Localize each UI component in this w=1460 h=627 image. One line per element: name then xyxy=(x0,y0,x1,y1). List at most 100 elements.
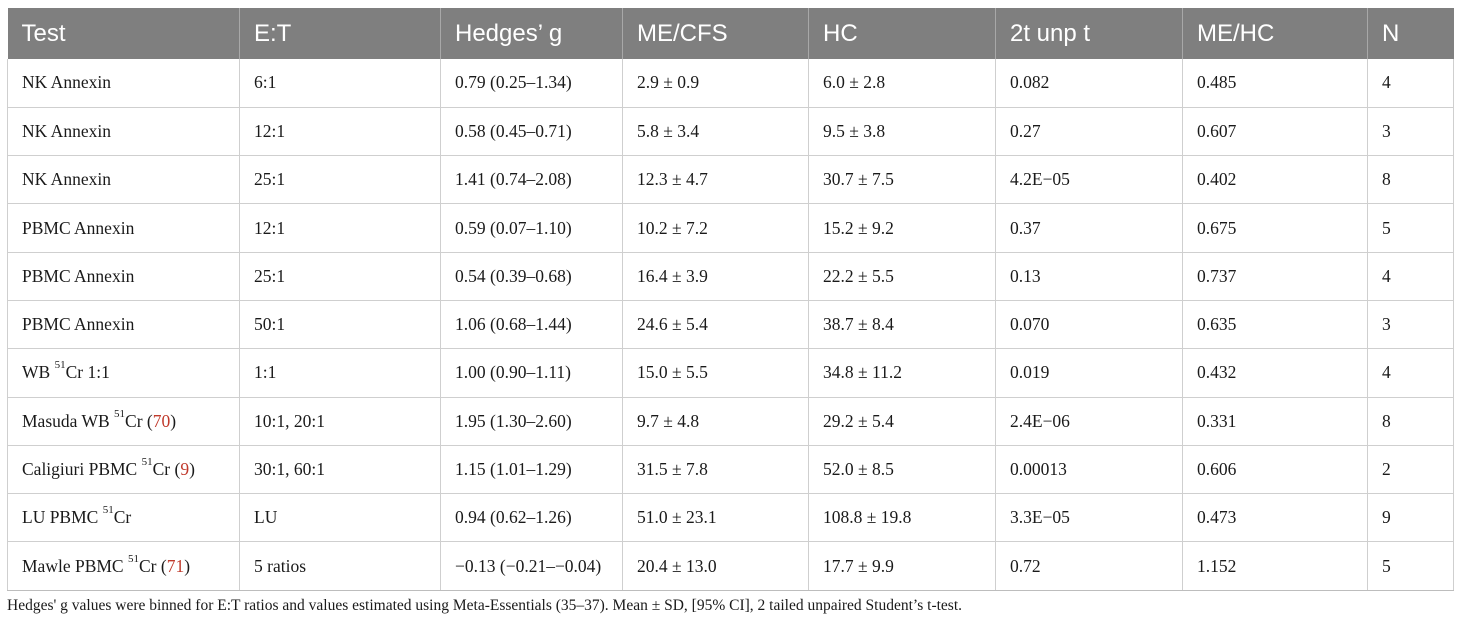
cell-ttest: 0.019 xyxy=(995,348,1183,398)
cell-me-hc: 0.473 xyxy=(1182,493,1368,543)
test-name-suffix: Cr xyxy=(113,507,132,528)
cell-n: 8 xyxy=(1367,155,1454,205)
isotope-superscript: 51 xyxy=(141,456,153,469)
cell-me-hc: 0.635 xyxy=(1182,300,1368,350)
test-name-close: ) xyxy=(170,410,177,431)
cell-ttest: 3.3E−05 xyxy=(995,493,1183,543)
cell-ttest: 0.070 xyxy=(995,300,1183,350)
cell-me-hc: 0.675 xyxy=(1182,203,1368,253)
cell-mecfs: 5.8 ± 3.4 xyxy=(622,107,809,157)
cell-n: 3 xyxy=(1367,300,1454,350)
reference-link[interactable]: 70 xyxy=(152,410,171,431)
cell-n: 5 xyxy=(1367,203,1454,253)
test-name-prefix: NK Annexin xyxy=(22,72,111,93)
header-et: E:T xyxy=(239,8,441,59)
cell-et: 25:1 xyxy=(239,252,441,301)
cell-me-hc: 0.607 xyxy=(1182,107,1368,157)
cell-hedges-g: 1.41 (0.74–2.08) xyxy=(440,155,623,205)
header-me-hc: ME/HC xyxy=(1182,8,1368,59)
test-name-suffix: Cr 1:1 xyxy=(65,362,110,383)
header-test: Test xyxy=(7,8,240,59)
cell-ttest: 0.00013 xyxy=(995,445,1183,495)
table-row: WB 51Cr 1:1 1:1 1.00 (0.90–1.11) 15.0 ± 5.5… xyxy=(7,348,1454,398)
cell-test: NK Annexin xyxy=(7,155,240,205)
cell-hc: 9.5 ± 3.8 xyxy=(808,107,996,157)
table-row: NK Annexin 25:1 1.41 (0.74–2.08) 12.3 ± 4.7… xyxy=(7,155,1454,205)
table-row: Mawle PBMC 51Cr (71) 5 ratios −0.13 (−0.21… xyxy=(7,541,1454,591)
cell-test: PBMC Annexin xyxy=(7,252,240,301)
cell-ttest: 0.082 xyxy=(995,59,1183,108)
cell-mecfs: 24.6 ± 5.4 xyxy=(622,300,809,350)
cell-hc: 17.7 ± 9.9 xyxy=(808,541,996,591)
header-ttest: 2t unp t xyxy=(995,8,1183,59)
cell-et: 5 ratios xyxy=(239,541,441,591)
cell-me-hc: 0.402 xyxy=(1182,155,1368,205)
test-name-prefix: Mawle PBMC xyxy=(22,555,128,576)
test-name-close: ) xyxy=(189,459,195,480)
cell-n: 5 xyxy=(1367,541,1454,591)
cell-test: WB 51Cr 1:1 xyxy=(7,348,240,398)
table-row: LU PBMC 51Cr LU 0.94 (0.62–1.26) 51.0 ± 23.… xyxy=(7,493,1454,543)
cell-test: NK Annexin xyxy=(7,59,240,108)
table-row: NK Annexin 12:1 0.58 (0.45–0.71) 5.8 ± 3.4 9… xyxy=(7,107,1454,157)
table-row: PBMC Annexin 50:1 1.06 (0.68–1.44) 24.6 ± 5… xyxy=(7,300,1454,350)
results-table-container: Test E:T Hedges’ g ME/CFS HC 2t unp t ME… xyxy=(7,8,1454,591)
cell-test: PBMC Annexin xyxy=(7,203,240,253)
cell-test: LU PBMC 51Cr xyxy=(7,493,240,543)
cell-hedges-g: 1.15 (1.01–1.29) xyxy=(440,445,623,495)
test-name-prefix: WB xyxy=(22,362,55,383)
header-n: N xyxy=(1382,19,1400,47)
reference-link[interactable]: 9 xyxy=(180,459,190,480)
cell-test: PBMC Annexin xyxy=(7,300,240,350)
cell-mecfs: 2.9 ± 0.9 xyxy=(622,59,809,108)
test-name-suffix: Cr ( xyxy=(152,459,181,480)
cell-et: 10:1, 20:1 xyxy=(239,397,441,446)
cell-n: 8 xyxy=(1367,397,1454,446)
cell-n: 4 xyxy=(1367,59,1454,108)
cell-hedges-g: 0.79 (0.25–1.34) xyxy=(440,59,623,108)
results-table: Test E:T Hedges’ g ME/CFS HC 2t unp t ME… xyxy=(7,8,1454,591)
cell-et: 25:1 xyxy=(239,155,441,205)
cell-ttest: 4.2E−05 xyxy=(995,155,1183,205)
test-name-prefix: NK Annexin xyxy=(22,120,111,141)
isotope-superscript: 51 xyxy=(54,359,66,372)
test-name-prefix: NK Annexin xyxy=(22,169,111,190)
cell-mecfs: 10.2 ± 7.2 xyxy=(622,203,809,253)
test-name-prefix: LU PBMC xyxy=(22,507,103,528)
header-row: Test E:T Hedges’ g ME/CFS HC 2t unp t ME… xyxy=(7,8,1454,59)
cell-mecfs: 12.3 ± 4.7 xyxy=(622,155,809,205)
cell-mecfs: 16.4 ± 3.9 xyxy=(622,252,809,301)
cell-et: LU xyxy=(239,493,441,543)
cell-hc: 34.8 ± 11.2 xyxy=(808,348,996,398)
cell-ttest: 0.13 xyxy=(995,252,1183,301)
cell-hedges-g: 1.06 (0.68–1.44) xyxy=(440,300,623,350)
cell-me-hc: 0.606 xyxy=(1182,445,1368,495)
cell-mecfs: 31.5 ± 7.8 xyxy=(622,445,809,495)
cell-hc: 108.8 ± 19.8 xyxy=(808,493,996,543)
test-name-prefix: Caligiuri PBMC xyxy=(22,459,142,480)
test-name-prefix: PBMC Annexin xyxy=(22,217,135,238)
header-mecfs: ME/CFS xyxy=(622,8,809,59)
cell-et: 50:1 xyxy=(239,300,441,350)
reference-link[interactable]: 71 xyxy=(166,555,185,576)
test-name-suffix: Cr ( xyxy=(125,410,153,431)
cell-et: 6:1 xyxy=(239,59,441,108)
table-row: Caligiuri PBMC 51Cr (9) 30:1, 60:1 1.15 (1… xyxy=(7,445,1454,495)
cell-hc: 52.0 ± 8.5 xyxy=(808,445,996,495)
cell-hc: 38.7 ± 8.4 xyxy=(808,300,996,350)
table-header: Test E:T Hedges’ g ME/CFS HC 2t unp t ME… xyxy=(7,8,1454,59)
cell-et: 12:1 xyxy=(239,107,441,157)
cell-ttest: 2.4E−06 xyxy=(995,397,1183,446)
isotope-superscript: 51 xyxy=(102,504,114,517)
cell-hc: 6.0 ± 2.8 xyxy=(808,59,996,108)
cell-me-hc: 0.485 xyxy=(1182,59,1368,108)
cell-test: NK Annexin xyxy=(7,107,240,157)
cell-hedges-g: −0.13 (−0.21–−0.04) xyxy=(440,541,623,591)
table-row: PBMC Annexin 25:1 0.54 (0.39–0.68) 16.4 ± 3… xyxy=(7,252,1454,301)
cell-et: 12:1 xyxy=(239,203,441,253)
cell-et: 30:1, 60:1 xyxy=(239,445,441,495)
cell-ttest: 0.72 xyxy=(995,541,1183,591)
cell-hedges-g: 0.54 (0.39–0.68) xyxy=(440,252,623,301)
cell-me-hc: 1.152 xyxy=(1182,541,1368,591)
cell-hc: 22.2 ± 5.5 xyxy=(808,252,996,301)
